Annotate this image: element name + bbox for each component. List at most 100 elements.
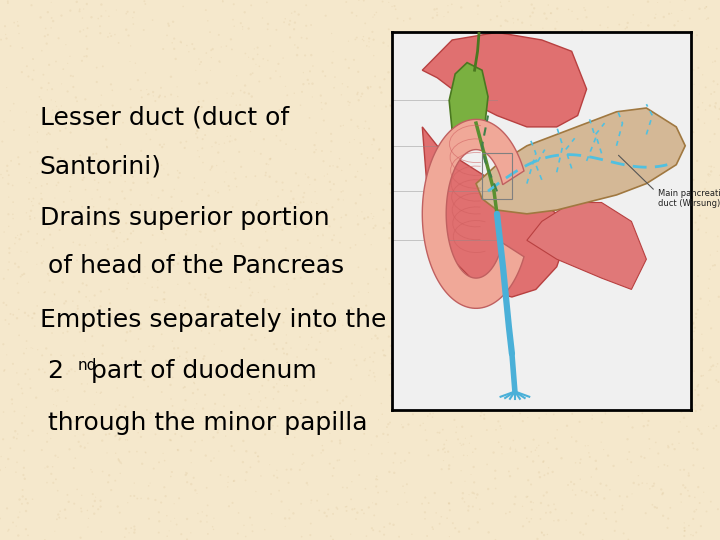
Point — [369, 221, 381, 230]
Point — [7, 198, 19, 206]
Point — [45, 470, 57, 478]
Polygon shape — [422, 32, 587, 127]
Point — [350, 173, 361, 181]
Point — [647, 74, 658, 83]
Point — [61, 397, 73, 406]
Point — [355, 191, 366, 199]
Point — [703, 284, 714, 293]
Point — [243, 335, 255, 343]
Point — [679, 281, 690, 289]
Point — [248, 422, 260, 430]
Point — [171, 354, 183, 362]
Point — [27, 344, 38, 353]
Point — [193, 97, 204, 106]
Point — [125, 524, 137, 532]
Point — [693, 115, 704, 124]
Point — [2, 266, 14, 274]
Point — [271, 177, 282, 186]
Point — [699, 119, 711, 127]
Point — [208, 525, 220, 534]
Point — [573, 137, 585, 145]
Point — [525, 407, 536, 415]
Point — [693, 225, 704, 233]
Point — [495, 195, 506, 204]
Point — [191, 370, 202, 379]
Point — [705, 353, 716, 362]
Point — [200, 6, 212, 15]
Point — [526, 497, 537, 506]
Point — [74, 240, 86, 249]
Point — [679, 526, 690, 535]
Point — [475, 206, 487, 215]
Point — [486, 178, 498, 187]
Point — [399, 489, 410, 497]
Point — [708, 196, 719, 205]
Point — [161, 31, 173, 39]
Point — [609, 508, 621, 517]
Point — [569, 215, 580, 224]
Point — [308, 322, 320, 331]
Point — [606, 72, 618, 80]
Point — [276, 125, 288, 134]
Text: 2: 2 — [40, 360, 63, 383]
Point — [322, 386, 333, 395]
Point — [423, 149, 435, 158]
Point — [696, 372, 707, 380]
Point — [0, 118, 10, 126]
Point — [15, 272, 27, 281]
Point — [681, 304, 693, 313]
Point — [24, 163, 36, 171]
Point — [533, 127, 544, 136]
Point — [549, 42, 560, 50]
Point — [147, 231, 158, 239]
Point — [245, 70, 256, 79]
Point — [523, 476, 534, 484]
Point — [66, 195, 77, 204]
Point — [421, 532, 433, 540]
Point — [495, 199, 506, 208]
Point — [623, 125, 634, 134]
Point — [664, 367, 675, 376]
Point — [689, 493, 701, 502]
Point — [127, 211, 138, 220]
Point — [651, 503, 662, 512]
Point — [653, 375, 665, 384]
Point — [499, 51, 510, 59]
Point — [437, 275, 449, 284]
Point — [76, 57, 88, 65]
Point — [567, 352, 578, 360]
Point — [517, 502, 528, 511]
Point — [510, 447, 521, 456]
Point — [410, 258, 421, 266]
Point — [593, 406, 605, 415]
Point — [393, 287, 405, 296]
Point — [283, 285, 294, 294]
Point — [371, 432, 382, 441]
Point — [384, 234, 395, 242]
Point — [453, 68, 464, 76]
Point — [48, 17, 59, 25]
Point — [385, 392, 397, 400]
Point — [150, 430, 161, 438]
Point — [477, 123, 489, 131]
Point — [392, 287, 404, 296]
Point — [234, 401, 246, 410]
Point — [667, 303, 678, 312]
Point — [426, 96, 438, 105]
Point — [434, 137, 446, 145]
Point — [168, 34, 180, 43]
Point — [452, 302, 464, 310]
Point — [172, 446, 184, 454]
Point — [672, 17, 684, 25]
Point — [301, 479, 312, 488]
Point — [392, 500, 404, 509]
Point — [229, 238, 240, 246]
Point — [462, 274, 474, 282]
Point — [663, 10, 675, 18]
Point — [20, 495, 32, 503]
Point — [150, 97, 161, 105]
Point — [295, 399, 307, 408]
Point — [366, 441, 377, 449]
Point — [138, 26, 150, 35]
Point — [53, 513, 65, 522]
